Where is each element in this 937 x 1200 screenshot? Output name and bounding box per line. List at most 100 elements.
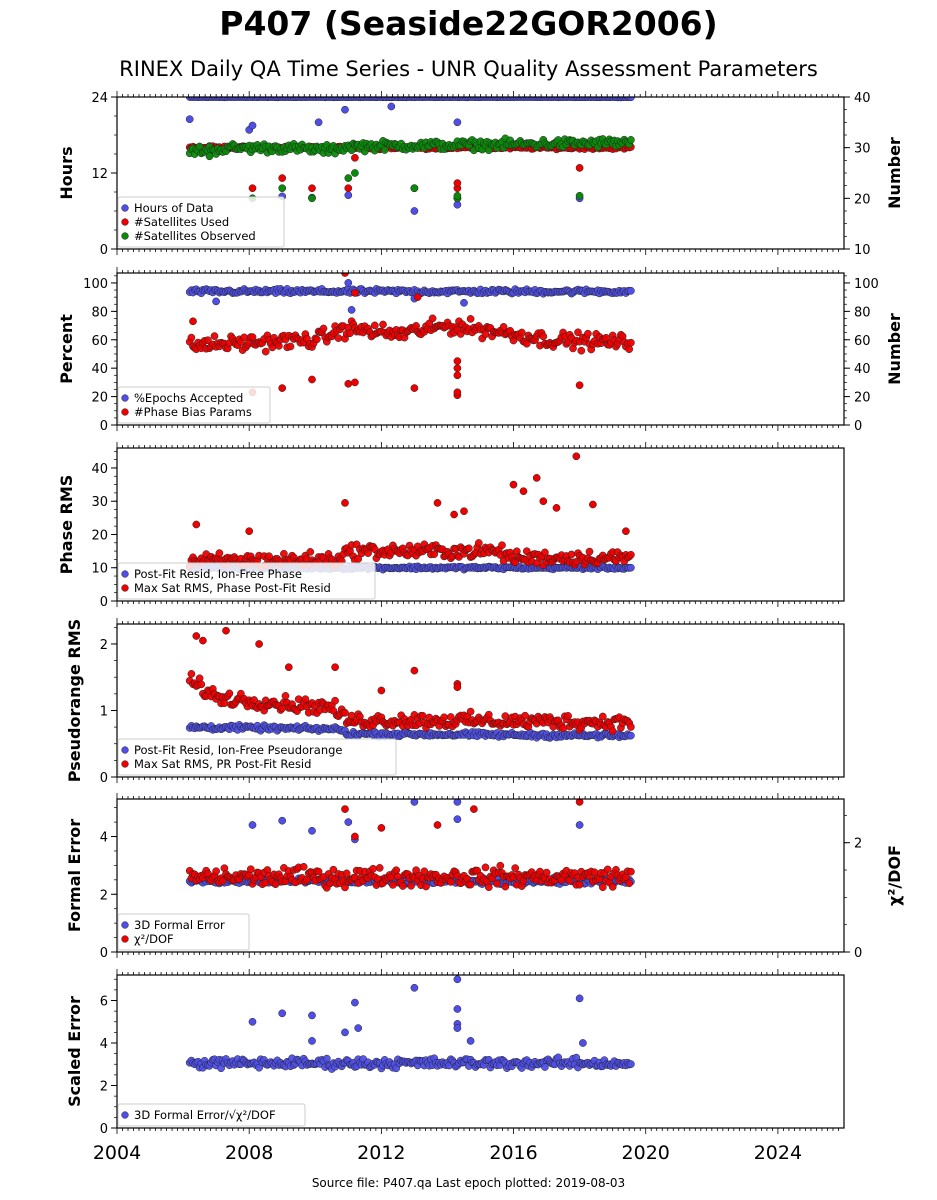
legend-marker-red [121,218,129,226]
series-red-point [275,342,283,350]
series-red-point [422,882,430,891]
series-blue-point [453,200,462,209]
legend-marker-blue [121,570,129,578]
series-green-point [278,184,287,193]
series-red-point [585,547,594,556]
series-red-point [453,179,462,187]
series-red-point [575,381,584,390]
series-red-point [392,866,401,875]
y-tick-label: 20 [91,528,108,543]
legend-box [117,913,250,951]
series-red-point [248,184,257,193]
y-tick-label: 0 [100,771,108,786]
series-red-point [446,878,455,886]
series-blue-point [627,731,635,740]
y-tick-label: 0 [100,946,108,961]
legend-label: #Satellites Observed [134,229,256,243]
series-blue-point [344,191,353,200]
series-red-point [627,338,635,347]
series-red-point [278,384,287,392]
y-right-tick-label: 10 [854,243,871,258]
legend-label: χ²/DOF [134,932,174,946]
y-right-tick-label: 40 [854,362,871,377]
series-red-point [466,315,475,323]
series-red-point [331,696,339,705]
series-red-point [532,474,541,482]
series-red-point [465,544,473,553]
series-red-point [564,712,572,720]
series-blue-point [341,1028,349,1037]
series-red-point [377,686,386,695]
series-red-point [308,184,316,193]
series-red-point [314,867,323,876]
series-red-point [246,865,255,874]
series-red-point [370,321,379,330]
y-tick-label: 20 [91,391,108,406]
y-right-axis-label: Number [885,313,904,385]
y-tick-label: 24 [91,91,108,106]
series-red-point [501,882,510,891]
series-red-point [413,293,422,301]
series-red-point [598,712,607,721]
series-red-point [351,289,359,297]
y-right-tick-label: 100 [854,277,879,292]
series-red-point [271,880,280,889]
series-blue-point [344,818,353,826]
series-red-point [189,317,197,326]
series-red-point [341,273,349,277]
chart-subtitle: RINEX Daily QA Time Series - UNR Quality… [119,57,818,81]
series-red-point [481,863,490,872]
chart-title: P407 (Seaside22GOR2006) [219,4,718,43]
series-blue-point [347,306,356,314]
series-red-point [306,548,315,556]
legend-box [117,196,285,248]
series-blue-point [212,297,220,306]
series-blue-point [248,1017,257,1026]
series-red-point [577,346,586,355]
series-red-point [303,875,311,884]
series-blue-point [314,118,323,127]
series-red-point [351,378,359,387]
series-red-point [341,708,349,717]
series-red-point [341,805,349,813]
legend-label: Max Sat RMS, Phase Post-Fit Resid [134,581,331,595]
series-red-point [440,713,448,722]
series-red-point [284,663,293,672]
series-red-point [192,520,201,529]
series-red-point [428,314,437,323]
series-red-point [192,632,201,640]
legend-label: #Satellites Used [134,215,229,229]
y-tick-label: 10 [91,562,108,577]
panel-6-points [185,975,635,1073]
y-right-tick-label: 0 [854,419,862,434]
y-right-tick-label: 60 [854,334,871,349]
series-red-point [493,879,501,888]
series-blue-point [354,1024,363,1032]
legend-marker-blue [121,204,129,212]
y-tick-label: 12 [91,167,108,182]
series-blue-point [627,1060,635,1068]
series-red-point [379,320,387,329]
series-blue-point [627,563,635,572]
series-green-point [627,136,635,144]
y-right-tick-label: 20 [854,192,871,207]
y-tick-label: 100 [83,277,108,292]
series-red-point [484,883,493,892]
series-blue-point [351,998,359,1007]
series-red-point [375,864,384,872]
series-red-point [261,347,270,356]
legend-label: #Phase Bias Params [134,405,252,419]
series-red-point [466,880,475,889]
series-red-point [420,867,429,876]
series-red-point [539,332,548,341]
series-red-point [498,541,506,550]
series-red-point [410,384,419,392]
y-axis-label: Phase RMS [57,475,76,575]
series-red-point [301,695,310,704]
y-tick-label: 0 [100,595,108,610]
y-tick-label: 1 [100,704,108,719]
series-blue-point [453,975,462,984]
y-tick-label: 60 [91,334,108,349]
legend-label: Max Sat RMS, PR Post-Fit Resid [134,757,311,771]
